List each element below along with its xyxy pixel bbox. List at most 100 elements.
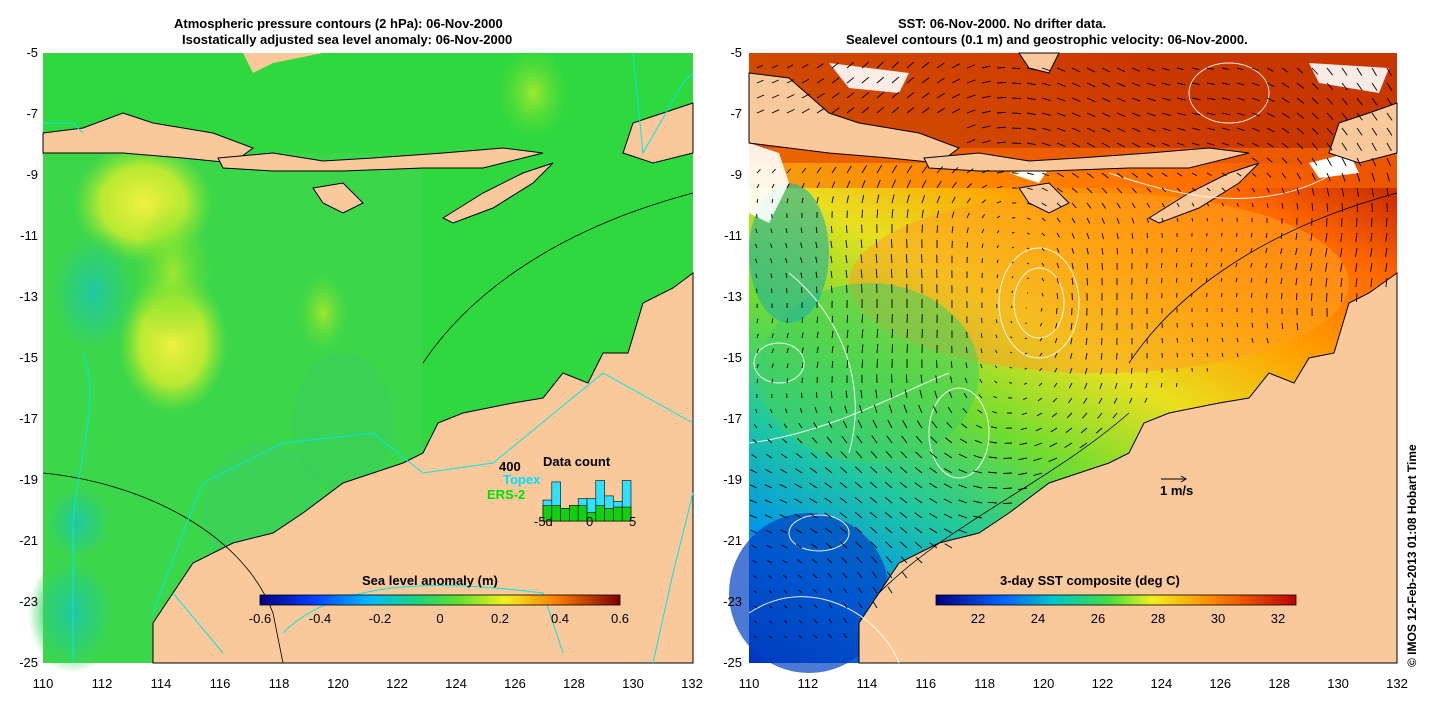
velocity-arrow xyxy=(1190,247,1193,252)
velocity-arrow xyxy=(875,268,878,279)
velocity-arrow xyxy=(859,405,863,414)
velocity-arrow xyxy=(1161,142,1171,147)
velocity-arrow xyxy=(1340,247,1343,257)
velocity-arrow xyxy=(779,483,788,489)
velocity-arrow xyxy=(1296,67,1304,74)
velocity-arrow xyxy=(1191,127,1201,131)
velocity-arrow xyxy=(842,587,848,594)
velocity-arrow xyxy=(973,455,983,459)
velocity-arrow xyxy=(996,186,1003,189)
velocity-arrow xyxy=(809,497,818,504)
velocity-arrow xyxy=(891,91,900,99)
velocity-arrow xyxy=(906,92,915,99)
velocity-arrow xyxy=(785,272,788,279)
velocity-arrow xyxy=(825,451,833,459)
velocity-arrow xyxy=(839,512,848,519)
velocity-arrow xyxy=(1356,292,1358,303)
velocity-arrow xyxy=(987,471,998,474)
velocity-arrow xyxy=(831,315,834,324)
velocity-arrow xyxy=(1221,352,1224,357)
velocity-arrow xyxy=(948,391,953,399)
velocity-arrow xyxy=(1311,82,1319,90)
velocity-arrow xyxy=(873,601,878,609)
velocity-arrow xyxy=(936,77,945,84)
velocity-arrow xyxy=(987,486,998,489)
velocity-arrow xyxy=(796,559,803,564)
velocity-arrow xyxy=(795,453,803,459)
velocity-arrow xyxy=(1325,277,1328,287)
velocity-arrow xyxy=(869,496,878,504)
velocity-arrow xyxy=(1236,82,1245,86)
velocity-arrow xyxy=(1221,337,1224,342)
velocity-arrow xyxy=(810,543,818,549)
velocity-arrow xyxy=(1356,142,1363,151)
velocity-arrow xyxy=(943,528,953,534)
velocity-arrow xyxy=(885,466,893,474)
velocity-arrow xyxy=(1161,127,1171,132)
velocity-arrow xyxy=(981,95,991,99)
velocity-arrow xyxy=(767,559,773,564)
velocity-arrow xyxy=(1114,382,1118,389)
velocity-arrow xyxy=(1206,67,1215,70)
velocity-arrow xyxy=(891,209,894,219)
velocity-arrow xyxy=(753,635,758,639)
velocity-arrow xyxy=(801,93,810,99)
velocity-arrow xyxy=(936,180,942,189)
right_panel-colorbar-tick: 28 xyxy=(1150,611,1166,626)
velocity-arrow xyxy=(1161,202,1165,208)
velocity-arrow xyxy=(1086,202,1092,209)
velocity-arrow xyxy=(1101,217,1105,225)
velocity-arrow xyxy=(936,166,944,174)
velocity-arrow xyxy=(1341,187,1345,197)
velocity-arrow xyxy=(765,529,773,534)
velocity-arrow xyxy=(1161,82,1171,86)
velocity-arrow xyxy=(756,199,759,204)
velocity-arrow xyxy=(914,482,923,489)
velocity-arrow xyxy=(921,62,930,69)
right_panel-ytick: -13 xyxy=(723,289,742,304)
velocity-arrow xyxy=(786,363,789,369)
velocity-arrow xyxy=(861,344,864,354)
velocity-arrow xyxy=(1281,172,1287,179)
velocity-arrow xyxy=(858,602,863,609)
velocity-arrow xyxy=(870,466,878,474)
velocity-arrow xyxy=(1370,217,1373,228)
velocity-arrow xyxy=(905,268,908,279)
hist-bar-ers xyxy=(613,506,623,522)
velocity-arrow xyxy=(1098,397,1103,404)
velocity-arrow xyxy=(919,389,923,399)
velocity-arrow xyxy=(815,226,818,234)
velocity-arrow xyxy=(1116,232,1119,240)
velocity-arrow xyxy=(1266,157,1273,163)
right_panel-colorbar-tick: 30 xyxy=(1210,611,1226,626)
velocity-arrow xyxy=(886,571,893,579)
velocity-arrow xyxy=(978,394,983,399)
velocity-arrow xyxy=(1176,67,1185,71)
velocity-arrow xyxy=(846,360,849,369)
velocity-arrow xyxy=(876,76,885,84)
velocity-arrow xyxy=(1295,262,1298,271)
left_panel-ytick: -7 xyxy=(26,106,38,121)
velocity-arrow xyxy=(771,318,774,324)
velocity-arrow xyxy=(1384,247,1388,257)
velocity-arrow xyxy=(1371,187,1374,197)
velocity-arrow xyxy=(1326,127,1334,136)
velocity-arrow xyxy=(1071,202,1077,209)
velocity-arrow xyxy=(1324,247,1328,257)
left_panel-colorbar-tick: 0.4 xyxy=(550,611,570,626)
velocity-arrow xyxy=(1041,97,1051,101)
velocity-arrow xyxy=(768,575,773,579)
velocity-arrow xyxy=(914,541,923,549)
velocity-arrow xyxy=(943,498,953,504)
velocity-arrow xyxy=(1033,472,1043,477)
velocity-arrow xyxy=(906,209,909,219)
velocity-arrow xyxy=(981,110,991,114)
right-title-line1: SST: 06-Nov-2000. No drifter data. xyxy=(898,16,1107,31)
velocity-arrow xyxy=(973,470,983,474)
velocity-arrow xyxy=(932,405,938,414)
velocity-arrow xyxy=(831,181,836,189)
velocity-arrow xyxy=(935,375,938,384)
velocity-arrow xyxy=(1356,187,1360,197)
velocity-arrow xyxy=(1056,187,1063,193)
velocity-arrow xyxy=(1206,322,1208,327)
